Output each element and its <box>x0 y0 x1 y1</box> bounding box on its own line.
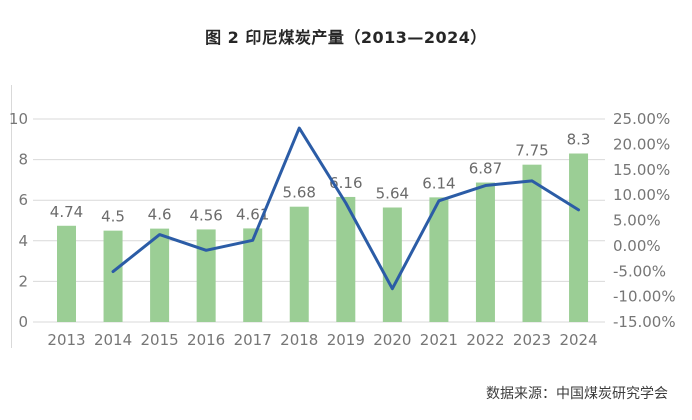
x-label-2013: 2013 <box>47 331 85 349</box>
x-label-2023: 2023 <box>513 331 551 349</box>
bar-2024 <box>569 153 589 322</box>
data-source: 数据来源：中国煤炭研究学会 <box>486 386 668 402</box>
bar-label-2014: 4.5 <box>101 208 125 226</box>
right-axis-tick-10.00%: 10.00% <box>613 186 670 204</box>
bar-2023 <box>522 164 542 322</box>
right-axis-tick--15.00%: -15.00% <box>613 313 676 331</box>
right-axis-tick--5.00%: -5.00% <box>613 262 666 280</box>
bar-2022 <box>475 182 495 322</box>
x-label-2021: 2021 <box>420 331 458 349</box>
bar-2016 <box>196 229 216 322</box>
bar-2013 <box>57 225 76 322</box>
right-axis-tick-0.00%: 0.00% <box>613 237 661 255</box>
x-label-2016: 2016 <box>187 331 225 349</box>
bar-2019 <box>336 196 356 322</box>
left-axis-tick-2: 2 <box>18 272 28 290</box>
bar-label-2022: 6.87 <box>469 160 502 178</box>
bar-label-2024: 8.3 <box>567 131 591 149</box>
bar-label-2020: 5.64 <box>376 185 409 203</box>
x-label-2022: 2022 <box>466 331 504 349</box>
bar-2021 <box>429 197 449 322</box>
right-axis-tick-5.00%: 5.00% <box>613 212 661 230</box>
bar-2014 <box>103 230 123 322</box>
bar-label-2023: 7.75 <box>515 142 548 160</box>
bar-2015 <box>150 228 170 322</box>
growth-rate-line <box>111 126 581 291</box>
x-label-2020: 2020 <box>373 331 411 349</box>
left-axis-tick-10: 10 <box>9 110 28 128</box>
right-axis-tick-25.00%: 25.00% <box>613 110 670 128</box>
x-label-2018: 2018 <box>280 331 318 349</box>
left-axis-tick-0: 0 <box>18 313 28 331</box>
bar-2018 <box>289 206 309 322</box>
bar-label-2013: 4.74 <box>50 203 83 221</box>
right-axis-tick--10.00%: -10.00% <box>613 288 676 306</box>
x-label-2014: 2014 <box>94 331 132 349</box>
bar-label-2016: 4.56 <box>189 206 222 224</box>
bar-label-2015: 4.6 <box>148 206 172 224</box>
left-axis-tick-8: 8 <box>18 151 28 169</box>
bar-label-2021: 6.14 <box>422 174 455 192</box>
left-axis-tick-4: 4 <box>18 232 28 250</box>
x-label-2019: 2019 <box>327 331 365 349</box>
left-axis-tick-6: 6 <box>18 191 28 209</box>
chart-title: 图 2 印尼煤炭产量（2013—2024） <box>205 28 487 47</box>
right-axis-tick-15.00%: 15.00% <box>613 161 670 179</box>
bar-label-2018: 5.68 <box>283 184 316 202</box>
bar-2017 <box>243 228 263 322</box>
bar-2020 <box>382 207 402 322</box>
x-label-2017: 2017 <box>234 331 272 349</box>
right-axis-tick-20.00%: 20.00% <box>613 135 670 153</box>
x-label-2024: 2024 <box>559 331 597 349</box>
x-label-2015: 2015 <box>141 331 179 349</box>
